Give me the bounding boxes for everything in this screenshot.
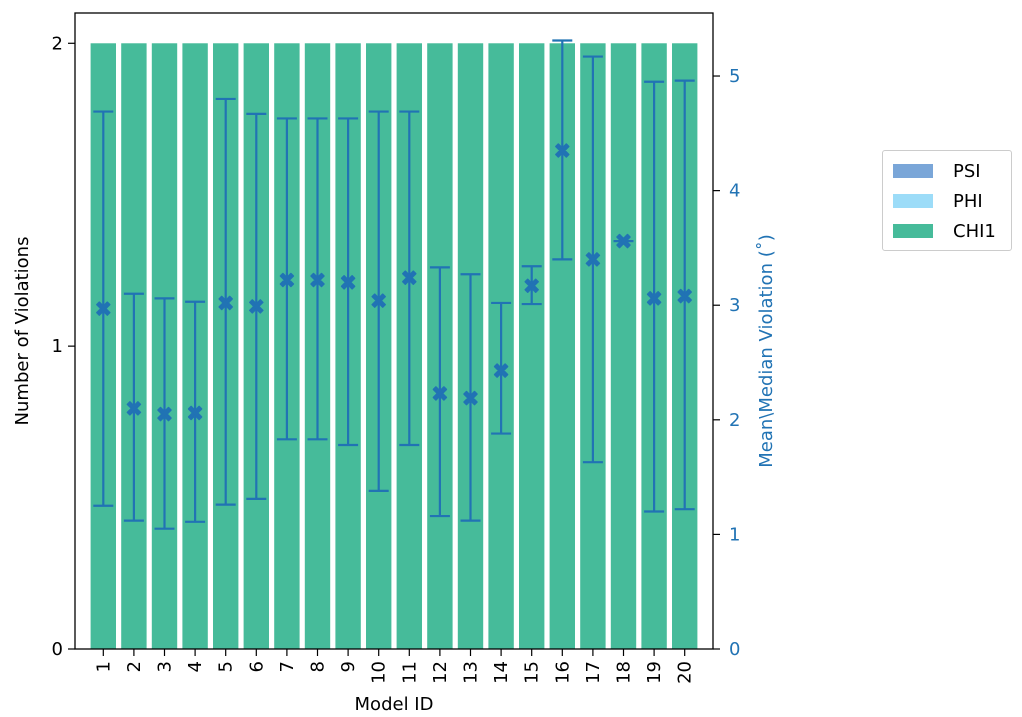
marker-18 (616, 233, 631, 249)
legend-label-phi: PHI (953, 190, 983, 212)
legend-label-psi: PSI (953, 160, 981, 182)
marker-2 (126, 401, 142, 416)
marker-4 (187, 405, 203, 421)
legend-item-phi: PHI (893, 189, 983, 213)
x-tick-label-18: 18 (614, 661, 635, 684)
y2-axis-label: Mean\Median Violation (˚) (756, 234, 777, 468)
marker-17 (585, 252, 601, 267)
y2-tick-label-5: 5 (729, 66, 740, 87)
marker-13 (463, 390, 478, 406)
marker-5 (218, 295, 233, 311)
x-tick-label-6: 6 (246, 661, 267, 672)
bar-chi1-15 (519, 43, 545, 650)
marker-6 (249, 299, 264, 314)
y-tick-label-0: 0 (52, 639, 63, 660)
marker-8 (310, 272, 325, 288)
legend-swatch-phi (893, 194, 933, 208)
x-tick-label-1: 1 (93, 661, 114, 672)
x-tick-label-15: 15 (522, 661, 543, 684)
marker-10 (371, 293, 386, 308)
x-tick-label-7: 7 (277, 661, 298, 672)
y2-tick-label-0: 0 (729, 639, 740, 660)
x-tick-label-17: 17 (583, 661, 604, 684)
x-tick-label-13: 13 (461, 661, 482, 684)
bar-chi1-18 (610, 43, 637, 650)
marker-16 (555, 143, 570, 158)
x-tick-label-19: 19 (644, 661, 665, 684)
y2-tick-label-2: 2 (729, 410, 740, 431)
marker-14 (493, 363, 509, 378)
x-tick-label-2: 2 (124, 661, 145, 672)
marker-7 (279, 272, 295, 288)
x-tick-label-20: 20 (675, 661, 696, 684)
legend-swatch-psi (893, 164, 933, 178)
legend-swatch-chi1 (893, 224, 933, 238)
x-tick-label-4: 4 (185, 661, 206, 672)
marker-11 (402, 270, 417, 285)
legend-item-psi: PSI (893, 159, 981, 183)
y2-tick-label-3: 3 (729, 295, 740, 316)
marker-1 (96, 301, 111, 316)
legend: PSI PHI CHI1 (882, 150, 1012, 251)
x-tick-label-5: 5 (216, 661, 237, 672)
x-tick-label-11: 11 (399, 661, 420, 684)
marker-12 (432, 386, 448, 401)
marker-19 (646, 291, 662, 306)
x-tick-label-3: 3 (155, 661, 176, 672)
x-tick-label-9: 9 (338, 661, 359, 672)
x-tick-label-14: 14 (491, 661, 512, 684)
y2-tick-label-1: 1 (729, 524, 740, 545)
marker-3 (157, 406, 172, 422)
x-tick-label-8: 8 (308, 661, 329, 672)
y-axis-label: Number of Violations (12, 237, 33, 426)
legend-item-chi1: CHI1 (893, 219, 996, 243)
x-axis-label: Model ID (355, 694, 434, 715)
x-tick-label-16: 16 (552, 661, 573, 684)
plot-frame (74, 12, 714, 650)
marker-9 (340, 275, 356, 290)
y2-tick-label-4: 4 (729, 181, 740, 202)
x-tick-label-10: 10 (369, 661, 390, 684)
y-tick-label-1: 1 (52, 336, 63, 357)
marker-15 (524, 278, 539, 293)
marker-20 (677, 288, 692, 304)
y-tick-label-2: 2 (52, 33, 63, 54)
legend-label-chi1: CHI1 (953, 220, 996, 242)
x-tick-label-12: 12 (430, 661, 451, 684)
